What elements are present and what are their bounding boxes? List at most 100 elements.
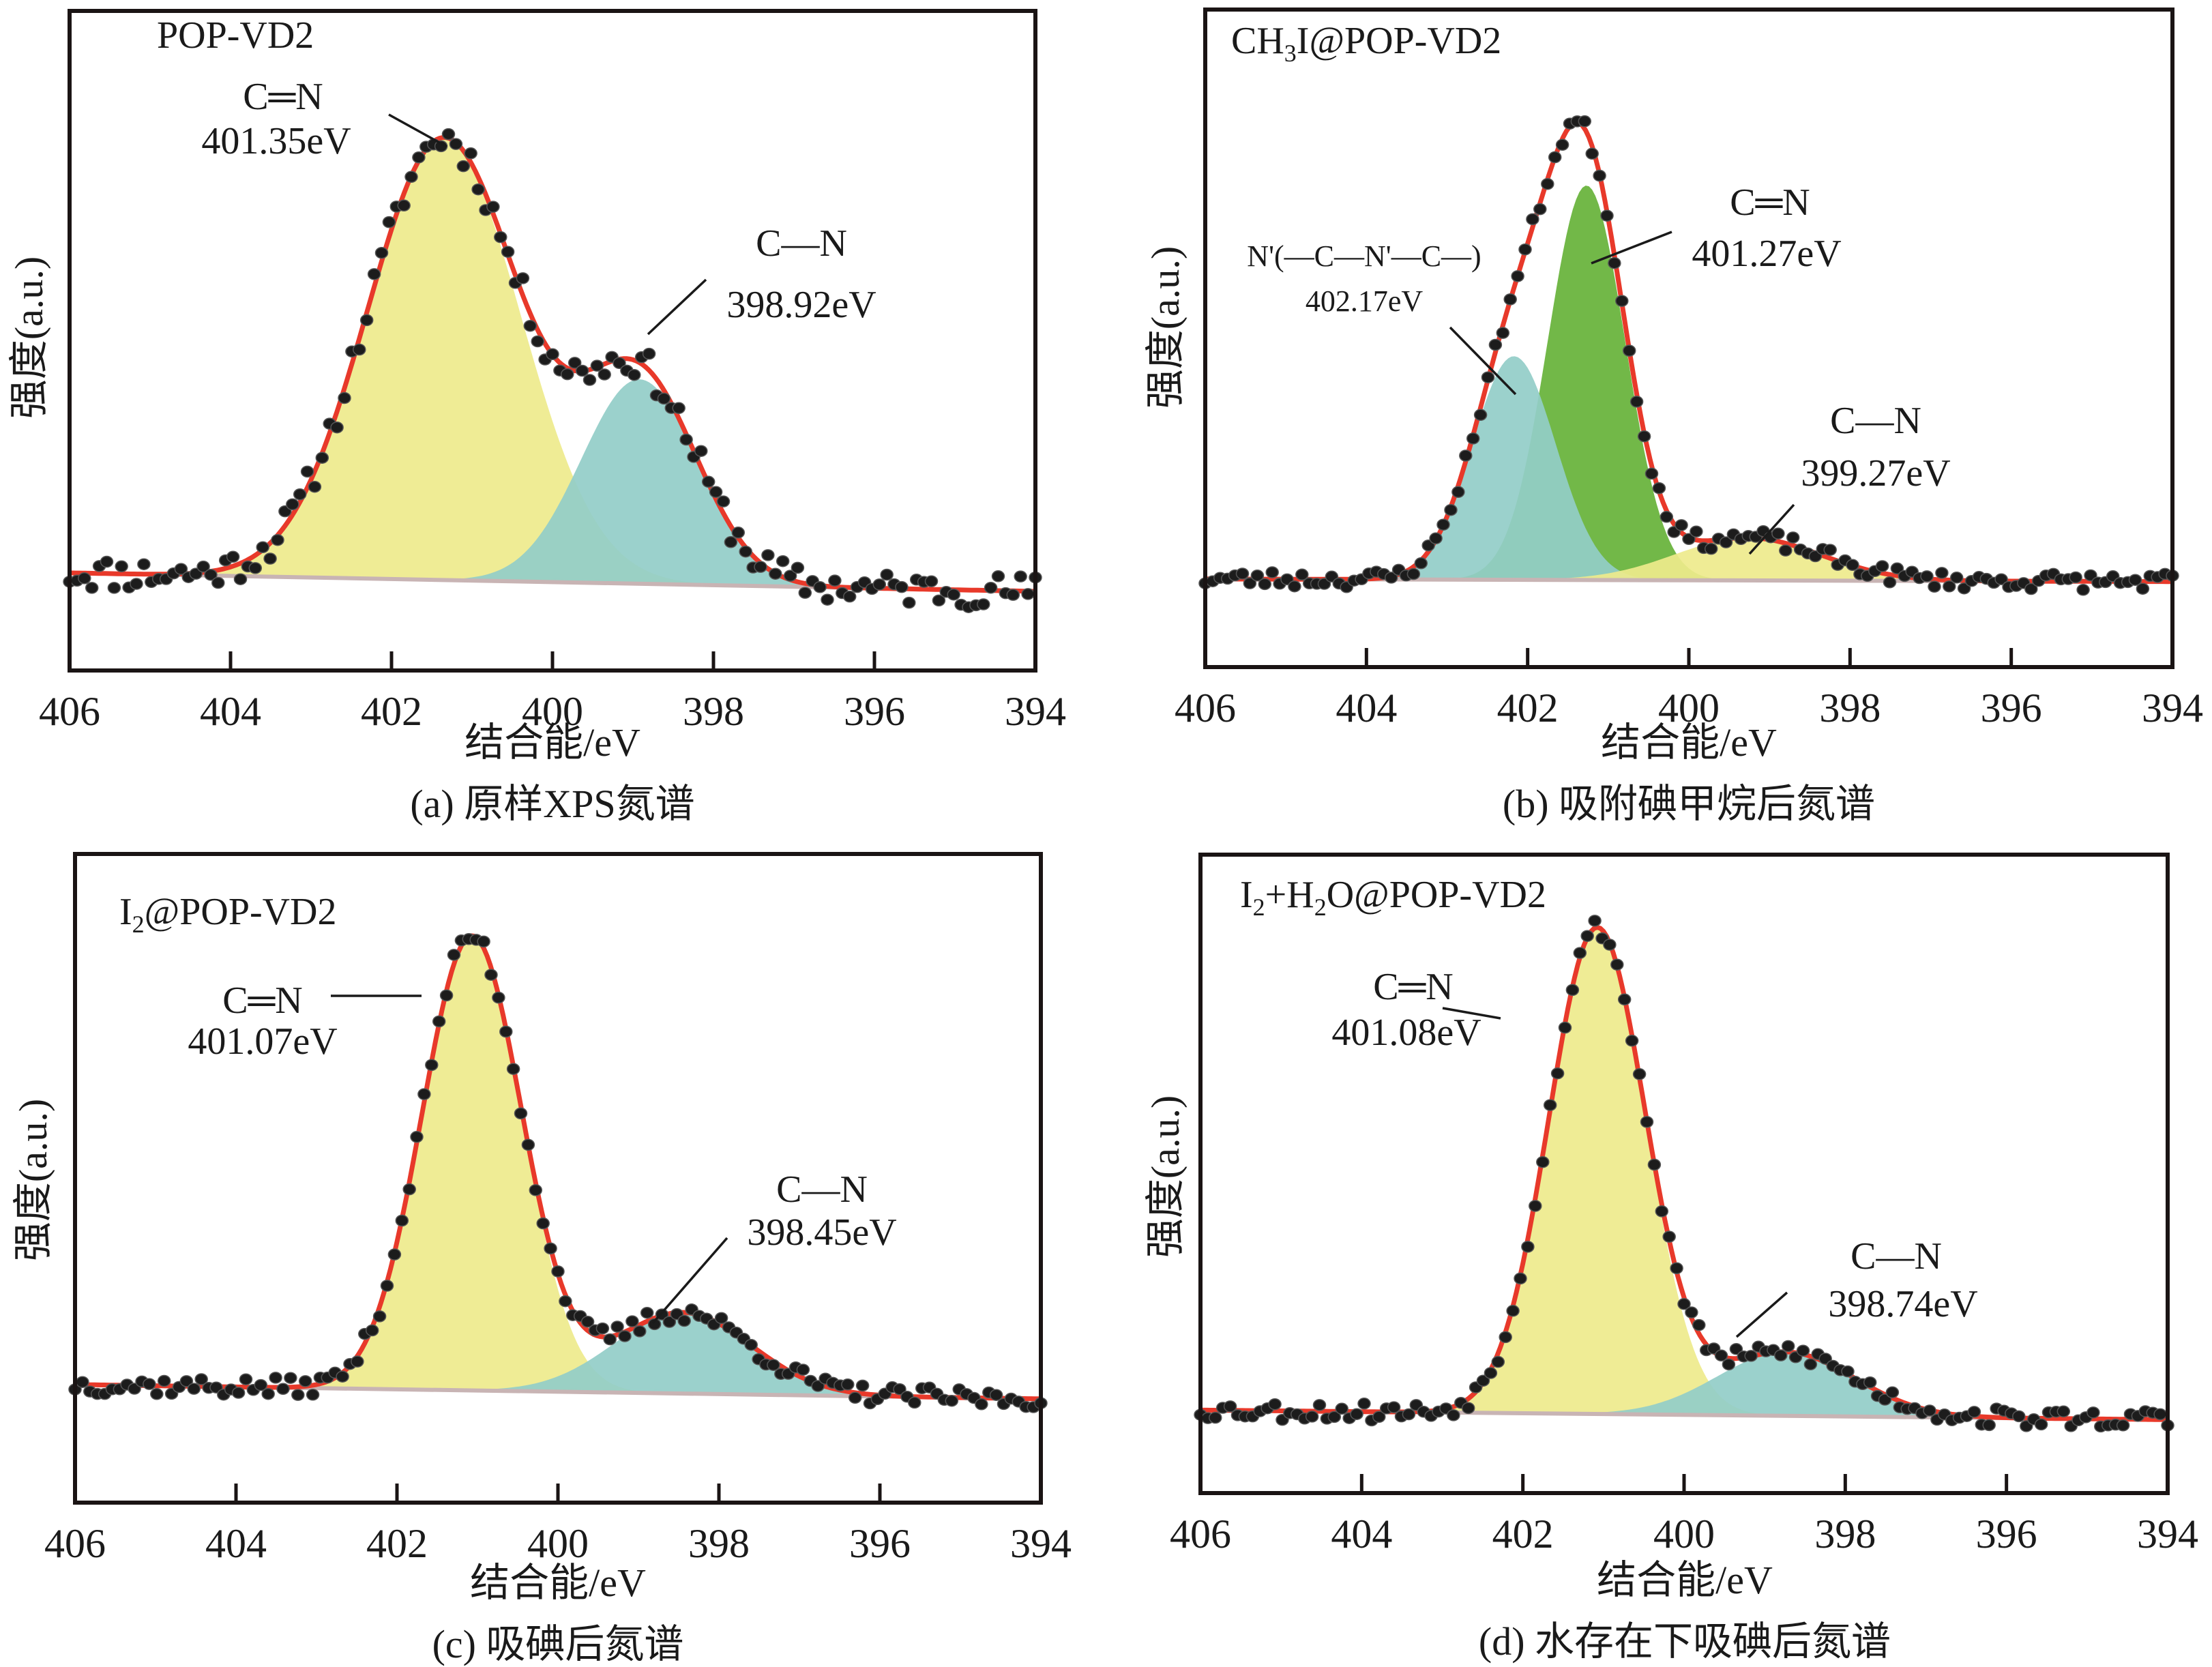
panel-c-i2-adsorbed: 406 404 402 400 398 396 394 I2@POP-VD2 C═N 401… — [11, 852, 1072, 1666]
data-point — [523, 319, 537, 332]
data-point — [842, 590, 857, 603]
panel-b-n-prime-leader — [1449, 326, 1517, 396]
data-point — [1982, 1419, 1996, 1432]
data-point — [1781, 1340, 1795, 1353]
x-tick-label: 404 — [1331, 1511, 1392, 1557]
data-point — [365, 1324, 379, 1337]
data-point — [945, 1394, 959, 1407]
data-point — [353, 343, 366, 356]
data-point — [499, 1025, 513, 1038]
panel-b-plot-area — [1198, 115, 2179, 596]
data-point — [404, 171, 418, 183]
data-point — [796, 1363, 810, 1376]
data-point — [647, 1318, 662, 1331]
data-point — [1682, 533, 1696, 546]
component-fill-c-0 — [75, 936, 1041, 1399]
data-point — [1685, 1306, 1698, 1318]
data-point — [1729, 1343, 1743, 1355]
data-point — [248, 562, 263, 574]
panel-d-i2-water-adsorbed: 406 404 402 400 398 396 394 I2+H2O@POP-VD2 C═N… — [1143, 853, 2198, 1664]
data-point — [1890, 562, 1904, 575]
data-point — [598, 368, 611, 381]
panel-c-cn-single-energy: 398.45eV — [747, 1211, 896, 1254]
data-point — [1014, 570, 1027, 582]
data-point — [1610, 958, 1624, 971]
data-point — [432, 1015, 446, 1028]
data-point — [783, 570, 797, 582]
data-point — [1719, 536, 1733, 548]
data-point — [880, 568, 894, 581]
data-point — [546, 348, 559, 361]
panel-b-y-axis-title: 强度(a.u.) — [1143, 246, 1188, 409]
data-point — [2153, 1408, 2167, 1421]
data-point — [947, 588, 960, 601]
data-point — [374, 246, 389, 259]
data-point — [1461, 1402, 1475, 1415]
data-point — [984, 581, 998, 594]
panel-b-n-prime-label: N'(—C—N'—C—) — [1247, 239, 1481, 273]
data-point — [521, 1138, 535, 1151]
data-point — [137, 558, 151, 570]
data-point — [902, 596, 916, 609]
data-point — [610, 1321, 624, 1333]
data-point — [2086, 1406, 2100, 1419]
panel-b-n-prime-energy: 402.17eV — [1306, 284, 1424, 318]
panel-a-original-sample: 406 404 402 400 398 396 394 POP-VD2 C═N 401.35… — [7, 9, 1066, 826]
data-point — [204, 568, 218, 581]
panel-b-x-axis-title: 结合能/eV — [1601, 720, 1777, 765]
x-tick-label: 400 — [527, 1521, 589, 1566]
x-tick-label: 396 — [849, 1521, 911, 1566]
component-fill-b-0 — [1205, 356, 2172, 582]
component-fill-a-0 — [70, 138, 1035, 591]
data-point — [1521, 1241, 1535, 1253]
data-point — [263, 552, 277, 565]
data-point — [679, 433, 693, 446]
data-point — [977, 598, 990, 610]
x-tick-label: 398 — [688, 1521, 750, 1566]
data-point — [447, 949, 461, 961]
data-point — [441, 128, 456, 141]
data-point — [1451, 486, 1465, 499]
data-point — [1645, 467, 1659, 480]
data-point — [1476, 1374, 1490, 1387]
data-point — [115, 560, 128, 573]
data-point — [791, 561, 805, 574]
data-point — [716, 495, 731, 507]
panel-a-cn-single-energy: 398.92eV — [726, 284, 876, 326]
data-point — [989, 1389, 1003, 1401]
panel-d-caption: (d) 水存在下吸碘后氮谱 — [1479, 1619, 1891, 1664]
panel-d-cn-single-energy: 398.74eV — [1828, 1283, 1977, 1325]
x-tick-label: 406 — [1175, 685, 1236, 731]
data-point — [1402, 1408, 1416, 1421]
data-point — [1875, 560, 1889, 572]
data-point — [1625, 1035, 1639, 1047]
data-point — [613, 357, 626, 370]
data-point — [2056, 1405, 2071, 1418]
data-point — [1250, 569, 1265, 582]
x-tick-label: 394 — [1005, 689, 1066, 734]
data-point — [410, 1131, 424, 1143]
data-point — [402, 1183, 416, 1196]
data-point — [1533, 203, 1547, 216]
data-point — [1335, 1402, 1348, 1415]
panel-d-y-axis-title: 强度(a.u.) — [1143, 1095, 1188, 1258]
data-point — [1488, 338, 1503, 351]
data-point — [269, 1372, 282, 1384]
data-point — [308, 480, 322, 493]
data-point — [1506, 1305, 1520, 1317]
data-point — [2076, 584, 2090, 596]
data-point — [1652, 482, 1666, 495]
data-point — [494, 231, 507, 244]
x-tick-label: 398 — [683, 689, 744, 734]
panel-d-x-axis-title: 结合能/eV — [1597, 1558, 1773, 1602]
panel-b-caption: (b) 吸附碘甲烷后氮谱 — [1503, 782, 1875, 826]
panel-d-cn-single-leader — [1735, 1291, 1788, 1338]
data-point — [1744, 1350, 1758, 1362]
data-point — [1548, 151, 1562, 164]
panel-c-cn-single-label: C—N — [776, 1168, 868, 1211]
data-point — [179, 1375, 194, 1387]
data-point — [1414, 557, 1428, 570]
panel-a-sample-label: POP-VD2 — [157, 14, 314, 57]
data-point — [300, 465, 314, 478]
data-point — [811, 1380, 825, 1392]
